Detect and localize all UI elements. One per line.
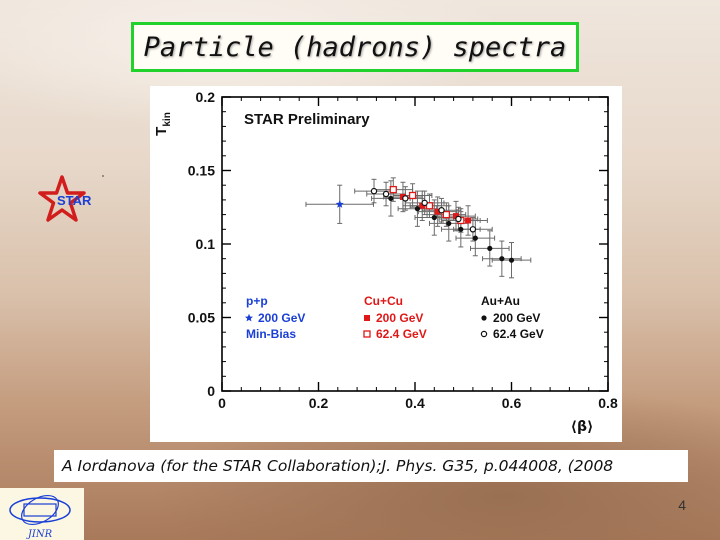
legend-marker [245, 313, 253, 322]
slide-title: Particle (hadrons) spectra [143, 31, 567, 63]
data-point-au200 [487, 245, 493, 252]
legend: p+p 200 GeV Min-Bias Cu+Cu 200 GeV 62.4 GeV Au… [245, 294, 544, 341]
y-tick-label: 0 [207, 383, 215, 399]
y-axis-label: Tkin [153, 112, 173, 136]
data-point-au200 [431, 214, 437, 221]
legend-heading: Au+Au [481, 294, 520, 308]
data-point-au62 [370, 187, 378, 195]
legend-label: Min-Bias [246, 327, 296, 341]
data-point-au200 [414, 206, 421, 212]
jinr-logo: JINR [0, 488, 84, 540]
axes: 0 0.05 0.1 0.15 0.2 0 0.2 0.4 0.6 0.8 [188, 89, 618, 411]
y-axis-label-sub: kin [162, 112, 173, 126]
star-logo-icon [38, 175, 86, 222]
legend-marker [480, 330, 488, 338]
data-points [305, 177, 532, 279]
star-logo: STAR [38, 175, 104, 222]
jinr-logo-text: JINR [26, 529, 53, 540]
legend-heading: p+p [246, 294, 268, 308]
slide-number: 4 [678, 497, 686, 513]
data-point-au200 [458, 226, 464, 232]
legend-label: 200 GeV [376, 311, 423, 325]
data-point-au62 [382, 190, 390, 198]
data-point-au200 [499, 256, 505, 262]
citation-caption: A Iordanova (for the STAR Collaboration)… [54, 450, 688, 482]
y-tick-label: 0.05 [188, 310, 215, 326]
data-point-au62 [402, 195, 409, 202]
data-point-au62 [421, 199, 428, 207]
chart-panel: STAR Preliminary Tkin ⟨β⟩ 0 0.05 0.1 0.15 0.… [150, 86, 622, 442]
legend-heading: Cu+Cu [364, 294, 403, 308]
legend-marker [364, 315, 370, 321]
x-tick-label: 0.6 [502, 395, 522, 411]
chart-title: STAR Preliminary [244, 111, 370, 128]
legend-marker [481, 315, 487, 321]
slide-title-box: Particle (hadrons) spectra [131, 22, 579, 72]
data-point-cu62 [389, 185, 397, 194]
x-tick-label: 0.4 [405, 395, 425, 411]
data-point-cu200 [465, 217, 472, 224]
y-tick-label: 0.15 [188, 163, 215, 179]
data-point-au200 [388, 195, 394, 202]
plot-frame [221, 96, 609, 392]
data-point-au200 [472, 235, 478, 241]
data-point-cu200 [453, 213, 460, 220]
x-tick-label: 0.8 [598, 395, 618, 411]
x-tick-label: 0 [218, 395, 226, 411]
legend-label: 200 GeV [258, 311, 305, 325]
data-point-cu62 [442, 210, 451, 219]
data-point-au62 [469, 226, 477, 233]
data-point-au62 [438, 206, 445, 214]
legend-label: 62.4 GeV [493, 327, 544, 341]
chart: STAR Preliminary Tkin ⟨β⟩ 0 0.05 0.1 0.15 0.… [153, 89, 618, 435]
x-axis-label: ⟨β⟩ [571, 419, 594, 435]
data-point-pp [335, 200, 344, 208]
legend-label: 200 GeV [493, 311, 540, 325]
data-point-cu62 [425, 202, 434, 210]
data-point-cu62 [408, 191, 417, 200]
y-tick-label: 0.2 [196, 89, 216, 105]
legend-marker [363, 330, 371, 338]
data-point-au200 [446, 220, 452, 227]
data-point-cu200 [434, 208, 441, 215]
data-point-cu200 [419, 202, 426, 209]
y-tick-label: 0.1 [196, 236, 216, 252]
x-tick-label: 0.2 [309, 395, 329, 411]
data-point-au62 [455, 215, 462, 223]
y-axis-label-main: T [153, 127, 170, 136]
star-logo-text: STAR [57, 193, 92, 208]
data-point-au200 [508, 257, 515, 263]
legend-label: 62.4 GeV [376, 327, 427, 341]
